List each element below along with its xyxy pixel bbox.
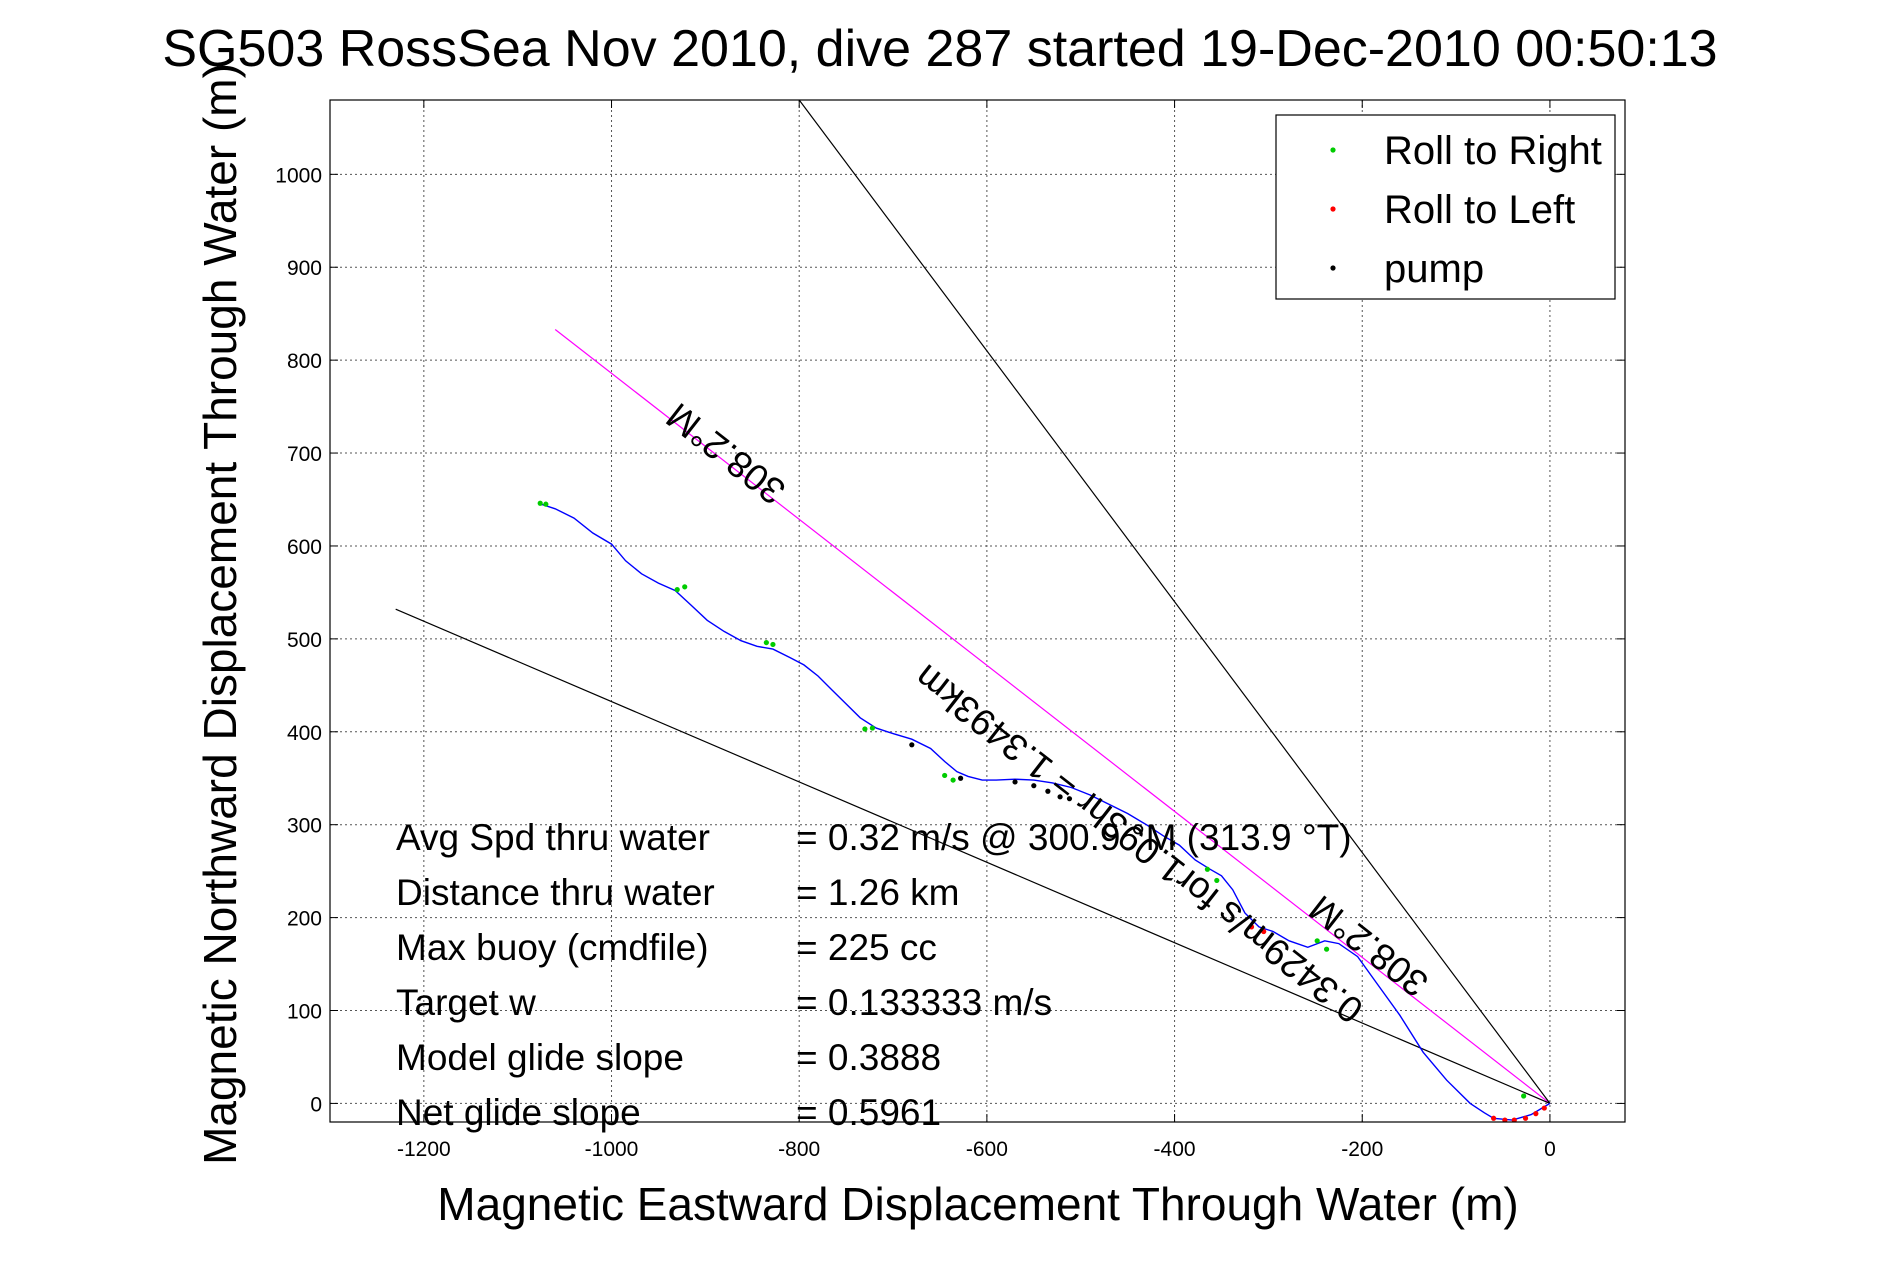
roll-right-point (537, 500, 543, 506)
x-tick-label: 0 (1544, 1138, 1556, 1161)
annotation-label: Avg Spd thru water (396, 817, 710, 858)
annotation-value: = 0.5961 (796, 1092, 941, 1133)
y-tick-label: 900 (287, 257, 322, 280)
pump-point (1045, 788, 1051, 794)
annotation-value: = 0.32 m/s @ 300.9 °M (313.9 °T) (796, 817, 1352, 858)
legend: Roll to Right Roll to Left pump (1275, 114, 1616, 300)
roll-right-point (682, 584, 688, 590)
pump-point (1066, 796, 1073, 802)
x-tick-label: -800 (778, 1138, 820, 1161)
y-tick-label: 600 (287, 536, 322, 559)
x-tick-label: -1200 (397, 1138, 451, 1161)
annotation-value: = 0.3888 (796, 1037, 941, 1078)
track-line (540, 503, 1551, 1121)
roll-right-point (869, 725, 875, 731)
y-axis-label: Magnetic Northward Displacement Through … (194, 63, 246, 1165)
x-tick-label: -1000 (585, 1138, 639, 1161)
bearing-line (554, 329, 1551, 1104)
annotation-value: = 225 cc (796, 927, 937, 968)
annotation-label: Distance thru water (396, 872, 715, 913)
roll-left-point (1522, 1115, 1529, 1121)
roll-right-point (1521, 1093, 1527, 1099)
roll-right-point (674, 587, 680, 593)
grid (330, 100, 1625, 1122)
roll-right-point (763, 639, 769, 646)
legend-marker (1330, 147, 1336, 153)
pump-point (1012, 779, 1018, 785)
y-tick-label: 500 (287, 629, 322, 652)
legend-marker (1330, 206, 1336, 212)
annotation-value: = 0.133333 m/s (796, 982, 1052, 1023)
legend-label: Roll to Right (1384, 129, 1602, 173)
y-tick-label: 400 (287, 722, 322, 745)
roll-right-point (950, 777, 956, 783)
y-tick-label: 1000 (275, 164, 322, 187)
legend-marker (1330, 265, 1336, 271)
roll-left-point (1541, 1105, 1547, 1111)
annotation-label: Max buoy (cmdfile) (396, 927, 709, 968)
annotation-value: = 1.26 km (796, 872, 960, 913)
y-tick-label: 300 (287, 815, 322, 838)
roll-right-point (770, 641, 776, 648)
legend-label: Roll to Left (1384, 188, 1575, 232)
envelope-line-lower (395, 608, 1551, 1104)
roll-left-point (1248, 924, 1255, 930)
plot-frame (329, 99, 1626, 1123)
x-tick-label: -400 (1154, 1138, 1196, 1161)
roll-left-point (1533, 1111, 1539, 1117)
y-tick-label: 0 (310, 1093, 322, 1116)
annotation-label: Net glide slope (396, 1092, 641, 1133)
annotation-block: Avg Spd thru water = 0.32 m/s @ 300.9 °M … (396, 817, 1352, 1133)
pump-point (1031, 783, 1037, 789)
roll-right-point (543, 501, 549, 507)
y-tick-label: 100 (287, 1001, 322, 1024)
pump-point (909, 742, 915, 748)
x-tick-label: -600 (966, 1138, 1008, 1161)
data-layer (395, 100, 1551, 1122)
pump-point (1170, 840, 1176, 846)
chart-title: SG503 RossSea Nov 2010, dive 287 started… (162, 20, 1717, 78)
roll-right-point (1323, 946, 1330, 952)
annotation-label: Model glide slope (396, 1037, 684, 1078)
roll-right-point (942, 772, 948, 779)
annotation-label: Target w (396, 982, 536, 1023)
y-tick-label: 200 (287, 908, 322, 931)
pump-point (1057, 794, 1063, 800)
roll-right-point (1314, 938, 1320, 944)
legend-label: pump (1384, 247, 1484, 291)
x-tick-label: -200 (1341, 1138, 1383, 1161)
roll-right-point (1214, 877, 1220, 884)
pump-point (958, 775, 964, 781)
roll-left-point (1261, 928, 1267, 935)
y-tick-label: 700 (287, 443, 322, 466)
x-axis-label: Magnetic Eastward Displacement Through W… (437, 1178, 1518, 1230)
roll-left-point (1511, 1117, 1517, 1122)
roll-left-point (1491, 1115, 1497, 1121)
roll-right-point (862, 726, 868, 732)
envelope-line-upper (798, 100, 1551, 1104)
tick-labels: -1200 -1000 -800 -600 -400 -200 0 0 100 200 300 400… (275, 164, 1555, 1161)
y-tick-label: 800 (287, 350, 322, 373)
roll-right-point (1204, 866, 1211, 872)
roll-left-point (1502, 1117, 1508, 1122)
